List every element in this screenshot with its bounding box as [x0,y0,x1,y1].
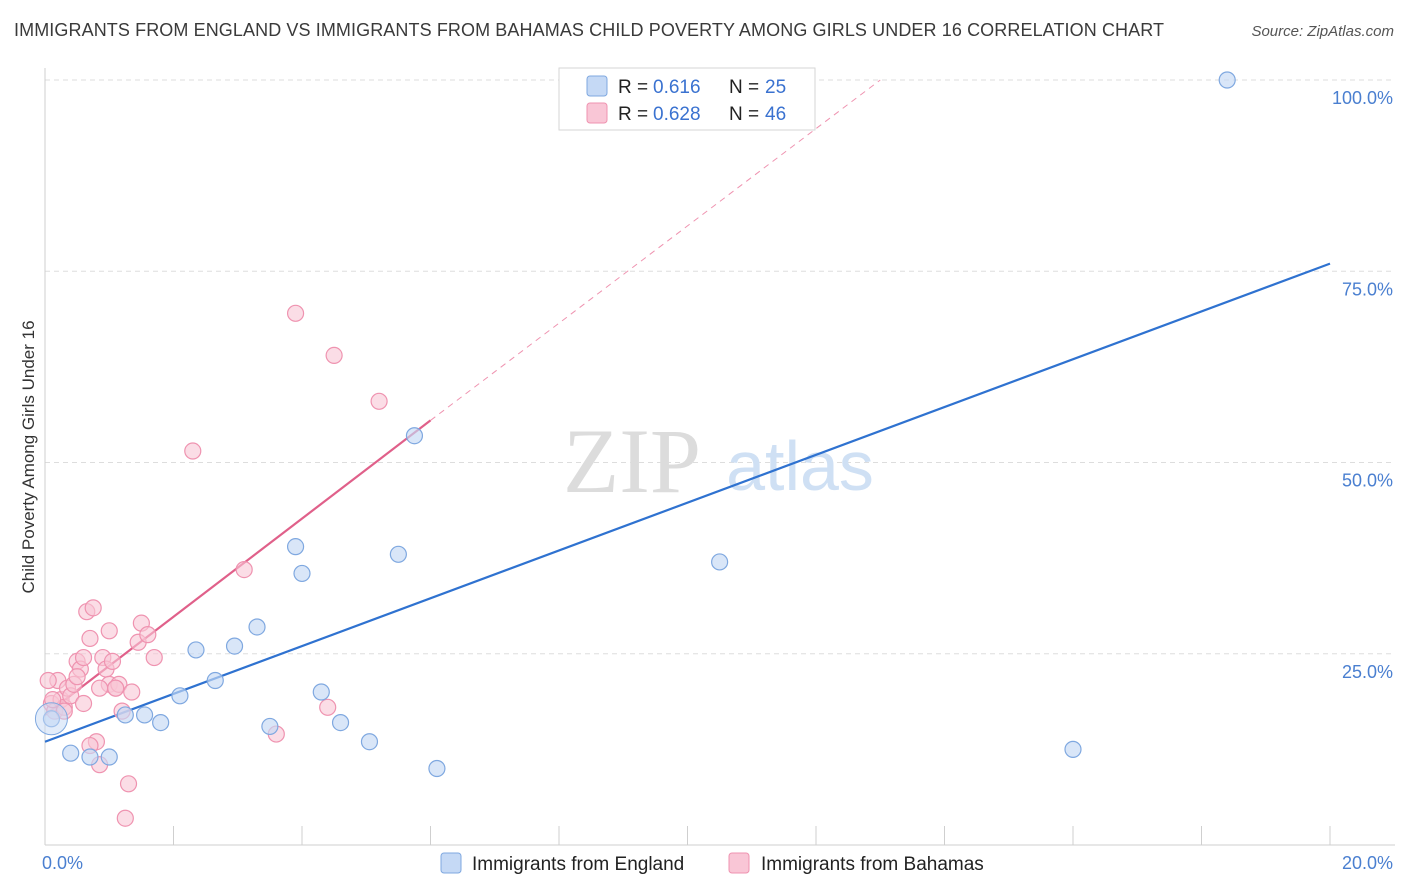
england-point [171,687,189,705]
england-point [116,706,134,724]
watermark-zip: ZIP [563,410,701,512]
england-point [81,748,99,766]
bahamas-point [84,599,102,617]
bahamas-point [107,679,125,697]
bottom-legend: Immigrants from England Immigrants from … [440,852,984,875]
legend-bahamas-n-label: N = [729,104,759,125]
bahamas-point [325,346,343,364]
england-point [711,553,729,571]
y-tick-label-3: 100.0% [1332,88,1393,108]
bahamas-trend-extension [430,79,881,421]
x-tick-labels: 0.0% 20.0% [42,853,1393,873]
bottom-legend-bahamas: Immigrants from Bahamas [761,854,984,875]
england-point [225,637,244,655]
y-tick-label-0: 25.0% [1342,662,1393,682]
england-point [62,744,80,762]
england-point [312,683,330,701]
bahamas-point [116,809,134,827]
x-tick-label-1: 20.0% [1342,853,1393,873]
y-tick-label-2: 75.0% [1342,279,1393,299]
england-trend-line [44,262,1331,743]
england-point [135,706,154,724]
source-label: Source: ZipAtlas.com [1251,23,1394,40]
bottom-legend-england: Immigrants from England [472,854,684,875]
bahamas-point [139,626,157,644]
england-cluster-point [34,702,68,736]
bahamas-point [74,648,93,667]
bottom-legend-swatch-bahamas [728,852,750,874]
bahamas-point [286,304,305,322]
england-point [405,427,424,445]
y-tick-labels: 25.0% 50.0% 75.0% 100.0% [1332,88,1393,682]
bahamas-point [119,775,138,793]
bahamas-point [81,629,99,648]
x-tick-label-0: 0.0% [42,853,83,873]
grid-lines [45,79,1395,655]
y-tick-label-1: 50.0% [1342,471,1393,491]
england-point [248,618,266,636]
bahamas-point [91,679,109,697]
england-point [206,671,224,690]
bahamas-point [123,683,141,701]
legend-swatch-bahamas [586,102,608,124]
england-point [1218,71,1236,89]
legend-box: R = 0.616 N = 25 R = 0.628 N = 46 [558,67,816,131]
bahamas-point [145,648,163,667]
bottom-legend-swatch-england [440,852,462,874]
bahamas-point [103,652,122,671]
legend-bahamas-n-value: 46 [765,104,786,125]
data-points [34,71,1236,827]
watermark-atlas: atlas [726,427,874,505]
legend-england-n-label: N = [729,77,759,98]
bahamas-point [370,392,388,410]
england-point [152,713,170,732]
bahamas-point [74,694,93,713]
england-point [100,748,118,766]
england-point [187,641,205,659]
england-point [261,717,279,736]
legend-swatch-england [586,75,608,97]
bahamas-point [39,671,57,690]
bahamas-point [235,560,253,579]
england-point [360,733,379,751]
y-axis-label: Child Poverty Among Girls Under 16 [19,320,38,593]
england-point [389,545,407,563]
legend-bahamas-r-value: 0.628 [653,104,701,125]
bahamas-point [319,698,337,716]
england-point [293,564,311,583]
england-point [428,759,446,778]
bahamas-point [184,442,202,460]
bahamas-point [68,668,86,686]
chart-title: IMMIGRANTS FROM ENGLAND VS IMMIGRANTS FR… [14,20,1165,40]
legend-england-r-value: 0.616 [653,77,701,98]
england-point [286,538,305,556]
axes [44,68,1395,846]
legend-england-n-value: 25 [765,77,786,98]
watermark: ZIP atlas [563,410,874,512]
bahamas-point [100,622,118,640]
legend-england-r-label: R = [618,77,648,98]
legend-bahamas-r-label: R = [618,104,648,125]
england-point [331,713,350,732]
england-point [1064,740,1082,758]
